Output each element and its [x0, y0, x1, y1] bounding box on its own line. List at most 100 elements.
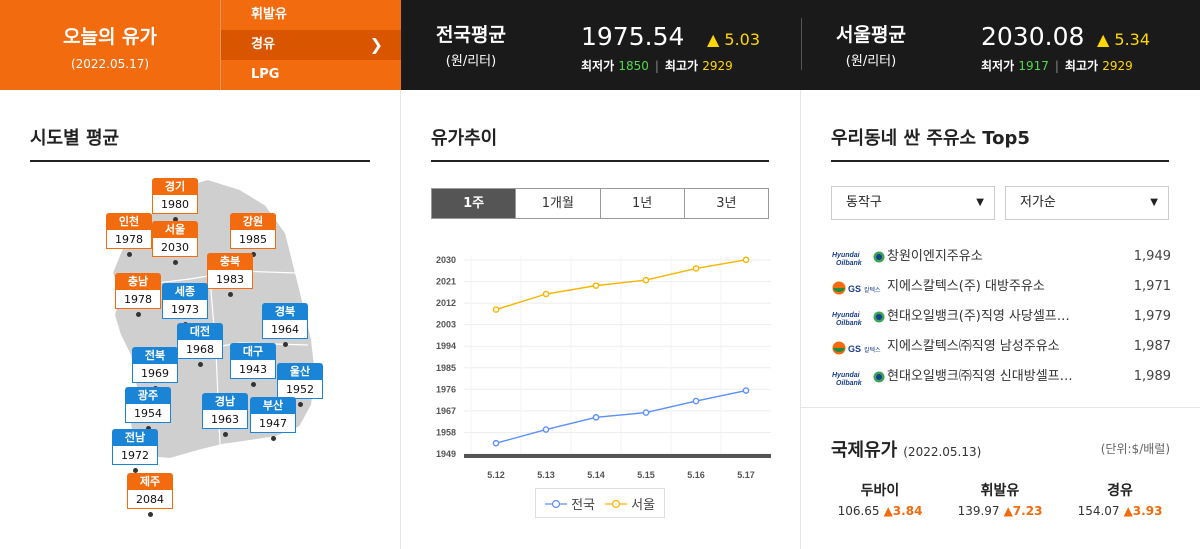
data-point [692, 265, 700, 272]
hyundai-oilbank-logo: Hyundai Oilbank [831, 248, 887, 267]
region-badge[interactable]: 대전 1968 [177, 323, 223, 367]
region-badge[interactable]: 경남 1963 [202, 393, 248, 437]
legend-item-seoul[interactable]: 서울 [605, 494, 655, 513]
cheap-stations-panel: 우리동네 싼 주유소 Top5 동작구 ▼ 저가순 ▼ Hyundai Oilbank… [801, 90, 1200, 549]
data-point [592, 282, 600, 289]
panel-title: 유가추이 [431, 128, 498, 149]
region-marker [173, 217, 178, 222]
region-badge[interactable]: 제주 2084 [127, 473, 173, 517]
national-minmax: 최저가 1850 | 최고가 2929 [581, 57, 733, 74]
region-price: 1969 [132, 364, 178, 383]
fuel-menu-gasoline[interactable]: 휘발유 [221, 0, 401, 30]
sort-select[interactable]: 저가순 ▼ [1005, 186, 1169, 220]
region-badge[interactable]: 서울 2030 [152, 221, 198, 265]
plot-area [464, 256, 771, 454]
brand-text: 칼텍스 [864, 286, 881, 294]
region-badge[interactable]: 광주 1954 [125, 387, 171, 431]
intl-item-name: 경유 [1107, 483, 1133, 499]
legend-label: 서울 [631, 497, 656, 513]
seoul-min: 1917 [1018, 59, 1049, 73]
station-price: 1,989 [1133, 369, 1171, 384]
region-name: 경남 [202, 393, 248, 410]
station-row[interactable]: Hyundai Oilbank 현대오일뱅크㈜직영 신대방셀프… 1,989 [831, 362, 1171, 392]
intl-item-name: 휘발유 [980, 483, 1020, 499]
region-name: 부산 [250, 397, 296, 414]
data-point [542, 426, 550, 433]
region-price: 1952 [277, 380, 323, 399]
x-tick-label: 5.12 [487, 470, 505, 480]
y-tick-label: 2021 [436, 277, 456, 287]
tab-1month[interactable]: 1개월 [516, 189, 601, 218]
region-name: 대구 [230, 343, 276, 360]
fuel-menu-diesel[interactable]: 경유 ❯ [221, 30, 401, 60]
chevron-right-icon: ❯ [369, 35, 383, 54]
y-tick-label: 2012 [436, 298, 456, 308]
region-name: 제주 [127, 473, 173, 490]
seoul-label: 서울평균 [836, 24, 906, 46]
title-underline [30, 160, 370, 162]
hyundai-oilbank-logo: Hyundai Oilbank [831, 368, 887, 387]
region-marker [298, 402, 303, 407]
region-marker [228, 292, 233, 297]
region-badge[interactable]: 울산 1952 [277, 363, 323, 407]
seoul-minmax: 최저가 1917 | 최고가 2929 [981, 57, 1133, 74]
region-badge[interactable]: 강원 1985 [230, 213, 276, 257]
region-marker [198, 362, 203, 367]
series-line-1 [495, 259, 747, 311]
region-name: 대전 [177, 323, 223, 340]
region-badge[interactable]: 인천 1978 [106, 213, 152, 257]
region-name: 충남 [115, 273, 161, 290]
max-label: 최고가 [664, 59, 699, 73]
intl-item-name: 두바이 [860, 483, 900, 499]
region-badge[interactable]: 대구 1943 [230, 343, 276, 387]
x-tick-label: 5.16 [687, 470, 705, 480]
station-row[interactable]: GS 칼텍스 지에스칼텍스㈜직영 남성주유소 1,987 [831, 332, 1171, 362]
fuel-type-menu: 휘발유 경유 ❯ LPG [220, 0, 401, 90]
station-row[interactable]: GS 칼텍스 지에스칼텍스(주) 대방주유소 1,971 [831, 272, 1171, 302]
intl-dubai: 두바이 106.65 ▲3.84 [825, 480, 935, 518]
station-row[interactable]: Hyundai Oilbank 현대오일뱅크(주)직영 사당셀프… 1,979 [831, 302, 1171, 332]
fuel-menu-lpg[interactable]: LPG [221, 60, 401, 90]
tab-1week[interactable]: 1주 [432, 189, 517, 218]
station-row[interactable]: Hyundai Oilbank 창원이엔지주유소 1,949 [831, 242, 1171, 272]
dropdown-arrow-icon: ▼ [976, 197, 984, 208]
region-price: 1983 [207, 270, 253, 289]
district-select[interactable]: 동작구 ▼ [831, 186, 995, 220]
station-price: 1,971 [1133, 279, 1171, 294]
region-badge[interactable]: 경북 1964 [262, 303, 308, 347]
region-name: 세종 [162, 283, 208, 300]
gs-caltex-logo: GS 칼텍스 [831, 278, 887, 296]
region-badge[interactable]: 부산 1947 [250, 397, 296, 441]
tab-1year[interactable]: 1년 [600, 189, 685, 218]
x-tick-label: 5.15 [637, 470, 655, 480]
international-oil-price: 국제유가 (2022.05.13) (단위:$/배럴) 두바이 106.65 ▲3.… [801, 407, 1200, 549]
data-point [642, 409, 650, 416]
max-label: 최고가 [1064, 59, 1099, 73]
legend-item-national[interactable]: 전국 [544, 494, 595, 513]
region-badge[interactable]: 경기 1980 [152, 178, 198, 222]
intl-item-delta: ▲7.23 [1003, 504, 1043, 518]
region-badge[interactable]: 세종 1973 [162, 283, 208, 327]
fuel-menu-label: 경유 [251, 37, 275, 52]
region-badge[interactable]: 충북 1983 [207, 253, 253, 297]
y-tick-label: 1985 [436, 363, 456, 373]
region-badge[interactable]: 전남 1972 [112, 429, 158, 473]
region-price: 1947 [250, 414, 296, 433]
y-tick-label: 1976 [436, 384, 456, 394]
region-price: 1963 [202, 410, 248, 429]
korea-map: 경기 1980 인천 1978 서울 2030 강원 1985 충북 1983 충남 1978 세종 19… [90, 175, 350, 525]
separator: | [1054, 59, 1059, 73]
district-select-value: 동작구 [846, 195, 882, 210]
region-badge[interactable]: 충남 1978 [115, 273, 161, 317]
station-name: 지에스칼텍스㈜직영 남성주유소 [887, 339, 1060, 354]
tab-3year[interactable]: 3년 [684, 189, 768, 218]
station-list: Hyundai Oilbank 창원이엔지주유소 1,949 GS 칼텍스 지에스칼텍스(주… [831, 242, 1171, 392]
region-badge[interactable]: 전북 1969 [132, 347, 178, 391]
title-underline [431, 160, 769, 162]
national-unit: (원/리터) [445, 54, 497, 69]
region-marker [251, 252, 256, 257]
intl-item-value: 139.97 ▲7.23 [945, 504, 1055, 518]
national-average: 전국평균 (원/리터) 1975.54 ▲ 5.03 최저가 1850 | 최고가 … [411, 0, 791, 90]
panel-title: 우리동네 싼 주유소 Top5 [831, 128, 1030, 149]
region-price: 2084 [127, 490, 173, 509]
